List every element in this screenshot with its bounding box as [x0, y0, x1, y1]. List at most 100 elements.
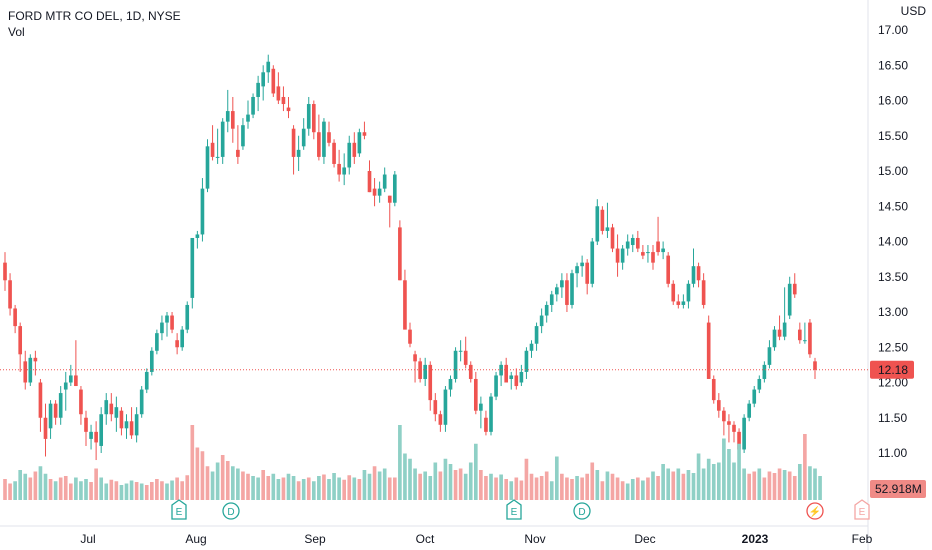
candle-body: [104, 400, 109, 415]
volume-bar: [68, 483, 73, 500]
x-tick-label: Jul: [80, 532, 95, 546]
volume-bar: [651, 471, 655, 500]
candle-body: [625, 241, 630, 249]
volume-bar: [43, 473, 48, 500]
dividend-marker: [573, 502, 591, 520]
volume-bar: [281, 477, 286, 500]
candle-body: [185, 304, 190, 330]
split-marker: [806, 502, 824, 520]
candle-body: [18, 326, 23, 355]
volume-bar: [362, 470, 367, 500]
event-marker-label: E: [859, 507, 866, 518]
candle-body: [408, 329, 412, 344]
candle-body: [565, 280, 569, 305]
volume-bar: [337, 477, 341, 500]
candle-body: [787, 283, 792, 316]
volume-bar: [711, 464, 716, 500]
last-price-label: 12.18: [878, 363, 908, 377]
candle-body: [433, 400, 438, 415]
candle-body: [317, 132, 321, 157]
volume-bar: [772, 473, 777, 500]
volume-bar: [413, 468, 417, 500]
volume-bar: [509, 481, 514, 500]
candle-body: [757, 378, 762, 390]
earnings-marker: [171, 499, 187, 520]
volume-bar: [180, 481, 185, 500]
candle-body: [165, 315, 169, 323]
candle-body: [271, 68, 276, 94]
volume-bar: [696, 453, 701, 500]
volume-bar: [291, 476, 296, 500]
y-tick-label: 14.50: [878, 199, 908, 213]
volume-bar: [681, 473, 686, 500]
candle-body: [808, 322, 812, 355]
volume-bar: [403, 453, 407, 500]
symbol-title[interactable]: FORD MTR CO DEL, 1D, NYSE: [8, 9, 181, 23]
volume-bar: [524, 458, 529, 500]
candle-body: [580, 262, 584, 267]
volume-bar: [28, 477, 33, 500]
candle-body: [68, 375, 73, 383]
volume-bar: [241, 471, 245, 500]
volume-bar: [170, 480, 174, 500]
volume-bar: [387, 477, 392, 500]
volume-bar: [610, 473, 615, 500]
volume-bar: [144, 485, 149, 500]
y-tick-label: 16.50: [878, 58, 908, 72]
volume-legend[interactable]: Vol: [8, 25, 25, 39]
volume-bar: [499, 474, 503, 500]
volume-bar: [195, 447, 200, 500]
candle-body: [58, 393, 63, 418]
volume-bar: [519, 480, 524, 500]
candle-body: [661, 248, 665, 253]
candle-body: [711, 378, 716, 401]
candle-body: [767, 347, 772, 365]
volume-bar: [560, 473, 564, 500]
candle-body: [727, 421, 731, 425]
candle-body: [504, 364, 509, 383]
candle-body: [23, 361, 28, 383]
y-tick-label: 13.50: [878, 270, 908, 284]
candle-body: [33, 357, 38, 362]
volume-bar: [352, 477, 357, 500]
volume-bar: [590, 462, 595, 500]
candle-body: [387, 195, 392, 203]
candle-body: [246, 114, 250, 122]
volume-bar: [256, 477, 260, 500]
candle-body: [635, 237, 640, 249]
candle-body: [494, 375, 498, 397]
candle-body: [149, 350, 154, 372]
candle-body: [453, 350, 458, 379]
x-tick-label: Oct: [416, 532, 435, 546]
volume-bar: [661, 464, 665, 500]
volume-bar: [332, 473, 336, 500]
volume-bar: [666, 468, 671, 500]
volume-bar: [580, 477, 584, 500]
volume-bar: [165, 483, 169, 500]
candle-body: [570, 273, 574, 305]
volume-bar: [641, 480, 645, 500]
candle-body: [99, 414, 104, 446]
candle-body: [301, 128, 306, 147]
volume-bar: [23, 473, 28, 500]
volume-bar: [296, 481, 301, 500]
volume-bar: [175, 477, 179, 500]
x-tick-label: 2023: [742, 532, 769, 546]
candle-body: [752, 389, 757, 404]
volume-bar: [210, 471, 215, 500]
volume-bar: [479, 470, 483, 500]
y-tick-label: 16.00: [878, 94, 908, 108]
volume-bar: [271, 473, 276, 500]
volume-bar: [155, 479, 159, 500]
candle-body: [79, 389, 83, 415]
volume-bar: [160, 481, 164, 500]
candle-body: [281, 96, 286, 105]
volume-bar: [18, 470, 23, 500]
event-marker-label: D: [227, 507, 234, 518]
candle-body: [413, 354, 417, 362]
candle-body: [241, 125, 245, 147]
candle-body: [484, 417, 488, 432]
volume-bar: [200, 451, 205, 500]
candle-body: [732, 424, 736, 432]
